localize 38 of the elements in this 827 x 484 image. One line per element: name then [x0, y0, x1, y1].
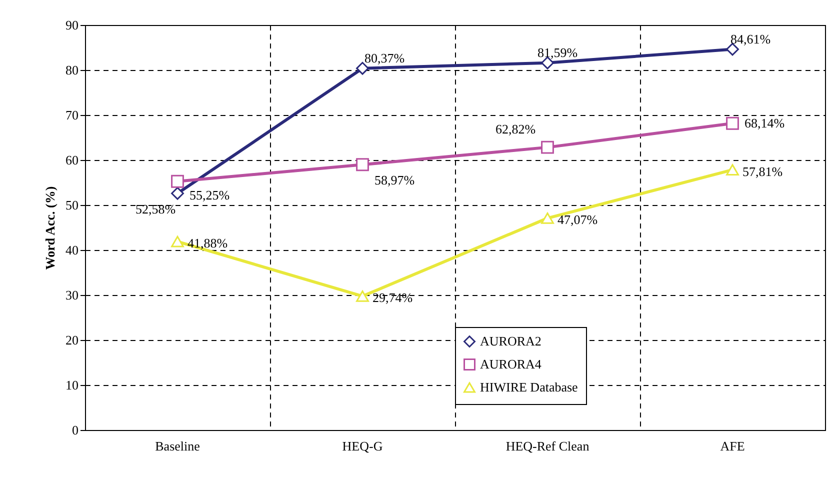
y-axis-title: Word Acc. (%)	[42, 186, 58, 270]
point	[171, 236, 184, 248]
y-tick-label: 50	[66, 198, 78, 212]
data-label: 47,07%	[558, 212, 598, 228]
point	[726, 164, 739, 176]
y-tick-label: 60	[66, 152, 78, 168]
data-label: 58,97%	[374, 172, 415, 188]
y-tick-label: 10	[66, 378, 78, 392]
y-tick-label: 40	[66, 242, 78, 258]
data-label: 55,25%	[190, 187, 230, 202]
x-tick-label: Baseline	[155, 438, 200, 454]
point	[726, 116, 739, 130]
data-label: 29,74%	[372, 290, 413, 306]
point	[541, 212, 554, 224]
data-label: 57,81%	[742, 164, 783, 179]
y-tick-label: 0	[72, 422, 78, 438]
y-tick-label: 90	[66, 18, 78, 32]
data-label: 68,14%	[744, 115, 785, 130]
data-label: 41,88%	[188, 236, 228, 251]
data-label: 84,61%	[730, 31, 771, 46]
x-tick-label: HEQ-G	[342, 438, 383, 454]
x-tick-label: AFE	[720, 438, 745, 454]
point	[356, 290, 369, 302]
y-tick-label: 30	[66, 288, 78, 302]
y-tick-label: 70	[66, 108, 78, 122]
point	[171, 186, 184, 200]
y-tick-label: 20	[66, 332, 78, 348]
point	[356, 158, 369, 172]
legend-label: AURORA4	[480, 356, 542, 372]
x-tick-label: HEQ-Ref Clean	[506, 438, 590, 454]
legend-label: AURORA2	[480, 334, 542, 348]
data-label: 80,37%	[364, 50, 405, 66]
legend-label: HIWIRE Database	[480, 380, 578, 394]
data-label: 81,59%	[538, 44, 578, 60]
point	[171, 174, 184, 188]
y-tick-label: 80	[66, 62, 78, 78]
data-label: 62,82%	[496, 121, 536, 136]
point	[541, 140, 554, 154]
